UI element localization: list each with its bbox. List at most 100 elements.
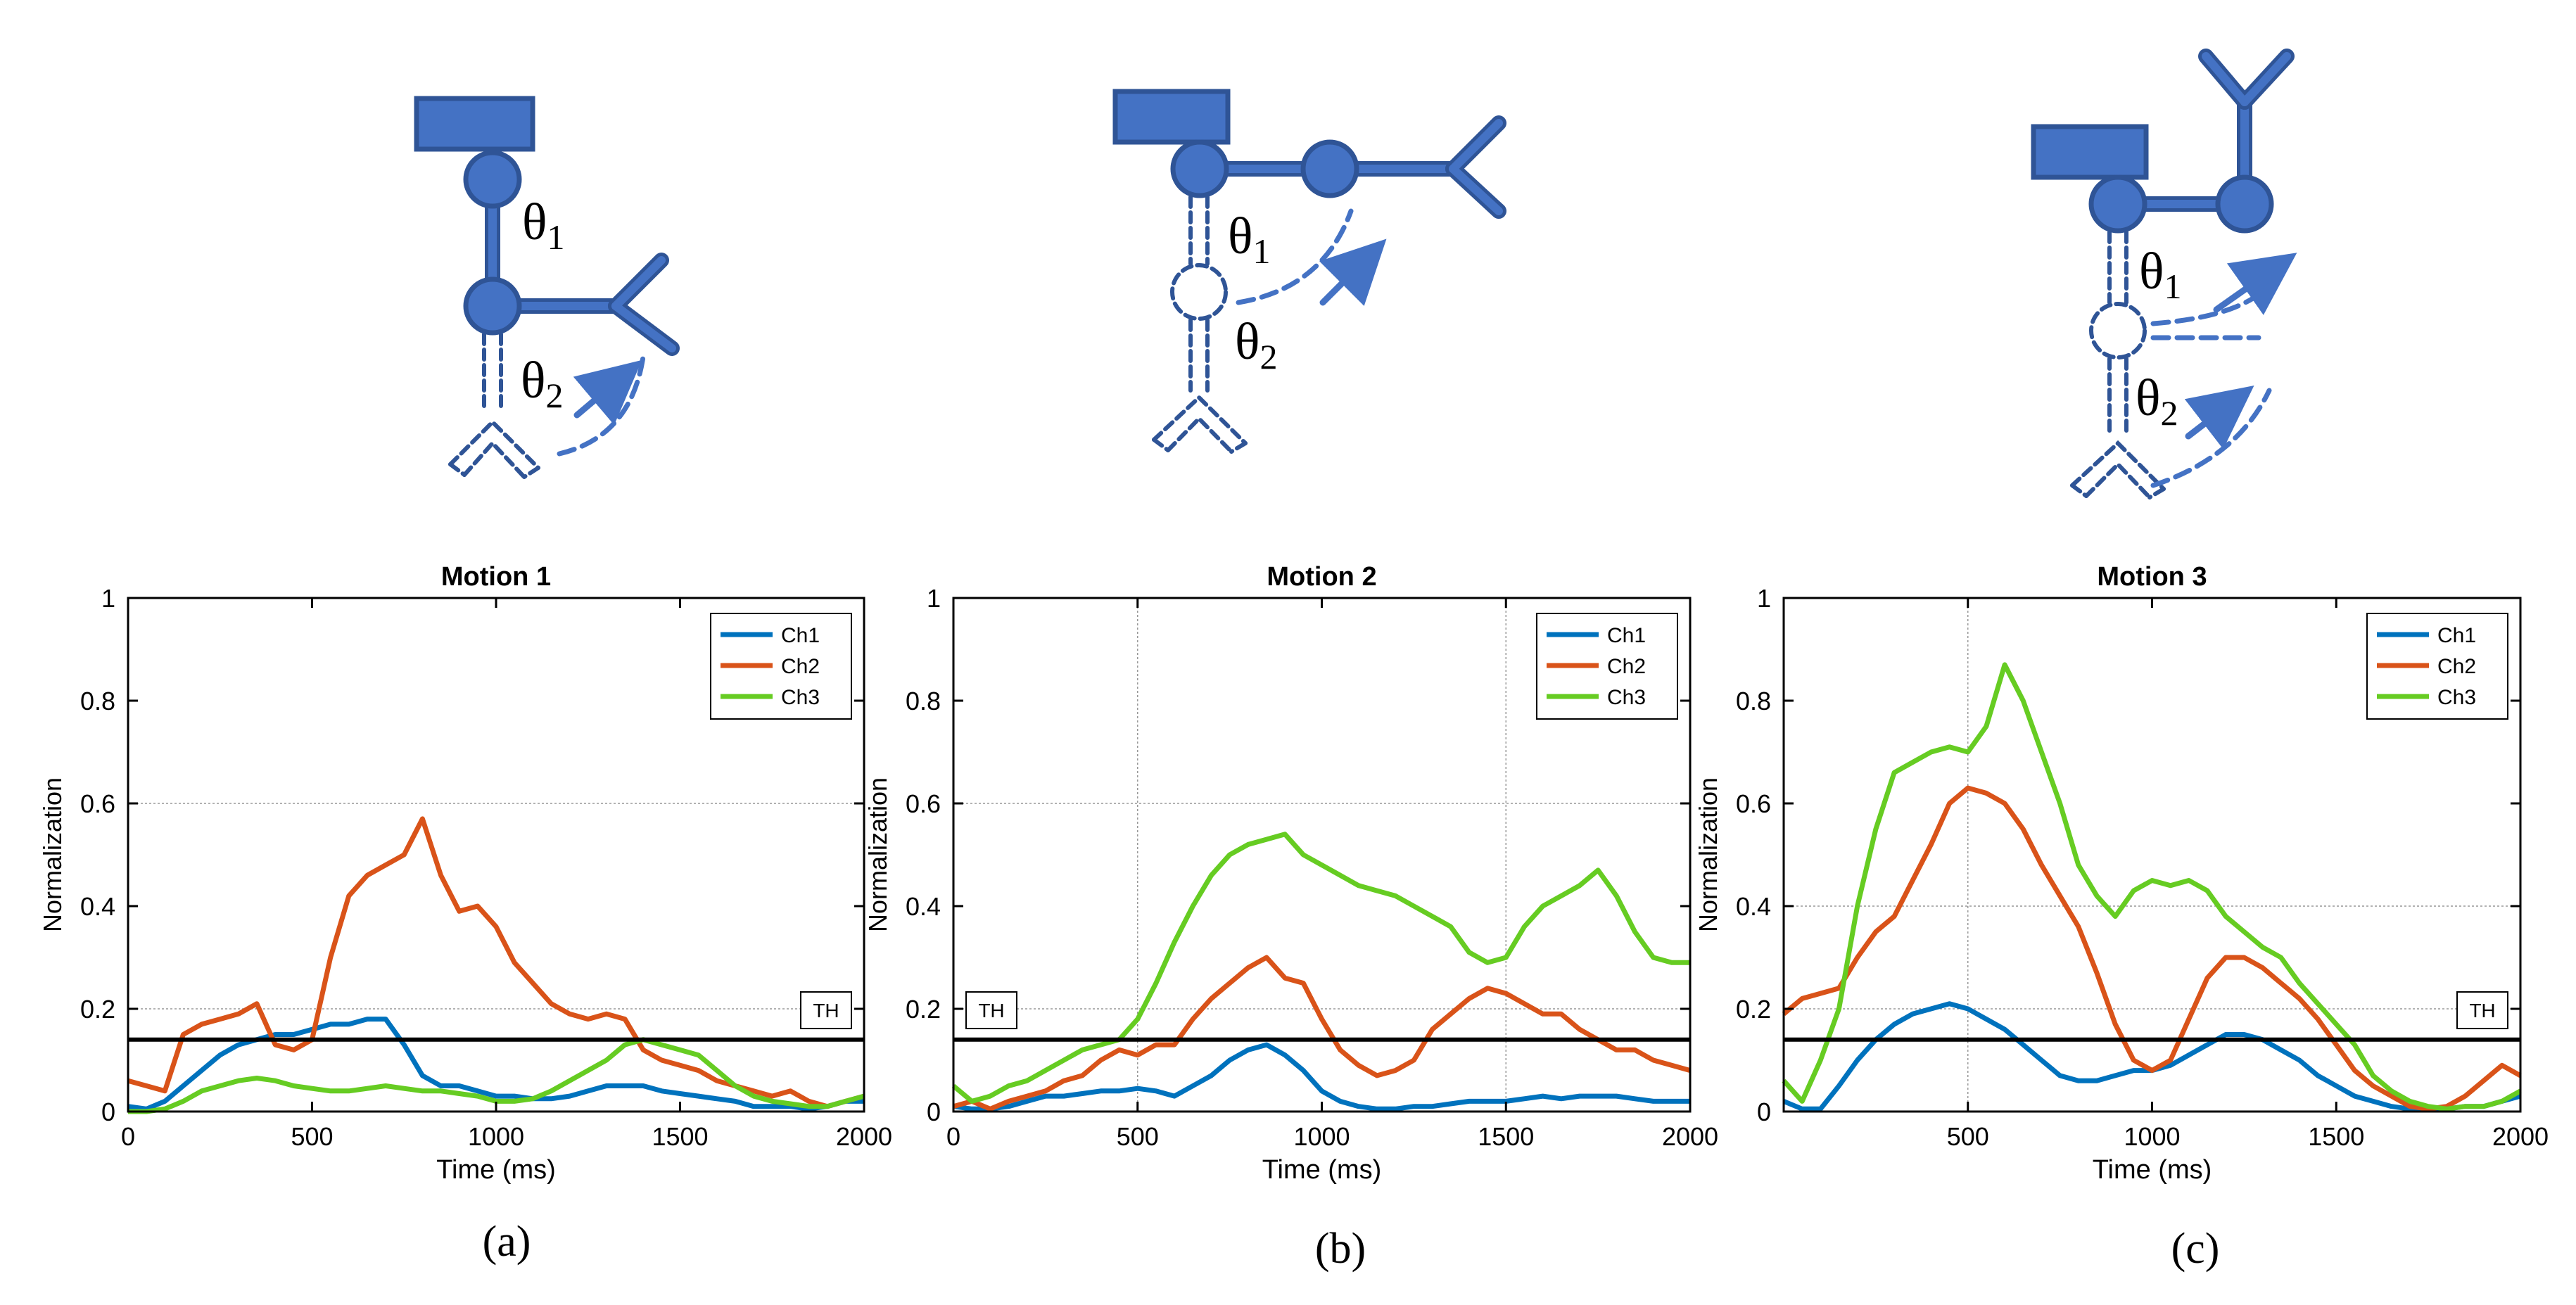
y-axis-label: Normalization	[1694, 777, 1722, 932]
shoulder-joint-icon	[2088, 174, 2147, 234]
x-tick-label: 0	[946, 1122, 960, 1151]
y-tick-label: 0.2	[906, 995, 941, 1024]
shoulder-joint-icon	[1170, 139, 1229, 198]
theta1-label: θ1	[2139, 243, 2181, 306]
elbow-joint-icon	[2215, 174, 2274, 234]
legend-label-ch3: Ch3	[1607, 686, 1646, 709]
series-line-ch3	[951, 832, 1690, 1104]
theta2-label: θ2	[521, 352, 563, 415]
y-tick-label: 1	[1757, 584, 1771, 613]
theta1-label: θ1	[522, 193, 564, 257]
gripper-icon	[1445, 115, 1506, 219]
y-axis-label: Normalization	[863, 777, 892, 932]
x-tick-label: 1000	[1293, 1122, 1350, 1151]
series-line-ch2	[953, 955, 1691, 1112]
y-tick-label: 0.6	[80, 789, 115, 818]
legend: Ch1 Ch2 Ch3	[2366, 613, 2508, 720]
legend-label-ch2: Ch2	[2437, 655, 2476, 678]
threshold-label-box	[965, 991, 1017, 1029]
y-tick-label: 1	[927, 584, 941, 613]
shoulder-joint-icon	[463, 150, 522, 209]
previous-position-dashed	[448, 332, 540, 479]
y-tick-label: 0.2	[1736, 995, 1771, 1024]
y-tick-label: 0.6	[906, 789, 941, 818]
motion-arrow-icon	[2213, 253, 2297, 315]
legend-label-ch1: Ch1	[1607, 624, 1646, 647]
legend-label-ch1: Ch1	[2437, 624, 2476, 647]
x-tick-label: 500	[1947, 1122, 1989, 1151]
chart-title: Motion 2	[1267, 562, 1376, 592]
y-tick-label: 0.2	[80, 995, 115, 1024]
y-tick-label: 0.4	[1736, 892, 1771, 921]
legend-label-ch1: Ch1	[781, 624, 820, 647]
x-tick-label: 1000	[468, 1122, 524, 1151]
x-tick-label: 2000	[2492, 1122, 2549, 1151]
series-line-ch2	[1782, 785, 2522, 1112]
y-tick-label: 0.8	[1736, 687, 1771, 715]
gripper-icon	[2198, 49, 2295, 110]
y-tick-label: 0	[927, 1097, 941, 1126]
y-axis-label: Normalization	[38, 777, 67, 932]
caption-b: (b)	[1315, 1225, 1366, 1273]
chart-title: Motion 1	[441, 562, 551, 592]
threshold-label: TH	[978, 1000, 1004, 1021]
x-tick-label: 500	[291, 1122, 333, 1151]
y-tick-label: 0.4	[80, 892, 115, 921]
rotation-arc-2	[2150, 388, 2272, 488]
theta1-label: θ1	[1228, 208, 1270, 271]
series-line-ch1	[953, 1042, 1690, 1112]
y-tick-label: 0.8	[906, 687, 941, 715]
y-tick-label: 1	[101, 584, 115, 613]
x-tick-label: 2000	[1662, 1122, 1718, 1151]
gripper-icon	[608, 253, 680, 356]
x-tick-label: 1500	[652, 1122, 708, 1151]
y-tick-label: 0	[1757, 1097, 1771, 1126]
motion-arrow-icon	[1319, 238, 1387, 307]
series-line-ch3	[128, 1037, 865, 1114]
chart-title: Motion 3	[2097, 562, 2207, 592]
theta2-label: θ2	[2136, 369, 2178, 433]
theta2-label: θ2	[1235, 313, 1277, 376]
threshold-label: TH	[2469, 1000, 2495, 1021]
rotation-arc	[1236, 208, 1354, 305]
rotation-arc	[2150, 279, 2276, 326]
x-tick-label: 1000	[2124, 1122, 2180, 1151]
base-block-icon	[2031, 124, 2149, 180]
x-axis-label: Time (ms)	[2093, 1155, 2212, 1185]
elbow-joint-icon	[463, 276, 522, 336]
elbow-joint-icon	[1300, 139, 1359, 198]
y-tick-label: 0.8	[80, 687, 115, 715]
x-axis-label: Time (ms)	[1262, 1155, 1382, 1185]
chart-motion-2: TH 0 0.2 0.4 0.6 0.8 1 0 500 1000 1500 2000 Motion 2…	[863, 562, 1718, 1185]
y-tick-label: 0	[101, 1097, 115, 1126]
robot-arm-diagram-c: θ1 θ2	[2031, 49, 2297, 499]
series-line-ch3	[1782, 662, 2522, 1112]
threshold-label-box	[800, 991, 852, 1029]
robot-arm-diagram-a: θ1 θ2	[414, 96, 680, 479]
previous-position-dashed	[1152, 195, 1248, 454]
legend-label-ch2: Ch2	[781, 655, 820, 678]
x-axis-label: Time (ms)	[436, 1155, 556, 1185]
x-tick-label: 1500	[2308, 1122, 2364, 1151]
rotation-arc	[557, 349, 647, 457]
legend-label-ch3: Ch3	[781, 686, 820, 709]
threshold-label-box	[2456, 991, 2508, 1029]
threshold-label: TH	[813, 1000, 839, 1021]
previous-position-dashed	[2070, 230, 2166, 499]
legend: Ch1 Ch2 Ch3	[1536, 613, 1678, 720]
x-tick-label: 1500	[1478, 1122, 1534, 1151]
x-tick-label: 0	[121, 1122, 135, 1151]
legend: Ch1 Ch2 Ch3	[710, 613, 852, 720]
x-tick-label: 2000	[836, 1122, 892, 1151]
motion-arrow-icon	[573, 359, 642, 426]
motion-arrow-icon-2	[2184, 386, 2254, 450]
chart-motion-1: TH 0 0.2 0.4 0.6 0.8 1 0 500 1000 1500 2000 Motion 1…	[38, 562, 892, 1185]
y-tick-label: 0.4	[906, 892, 941, 921]
x-tick-label: 500	[1117, 1122, 1159, 1151]
base-block-icon	[414, 96, 535, 152]
legend-label-ch2: Ch2	[1607, 655, 1646, 678]
robot-arm-diagram-b: θ1 θ2	[1112, 89, 1506, 454]
legend-label-ch3: Ch3	[2437, 686, 2476, 709]
